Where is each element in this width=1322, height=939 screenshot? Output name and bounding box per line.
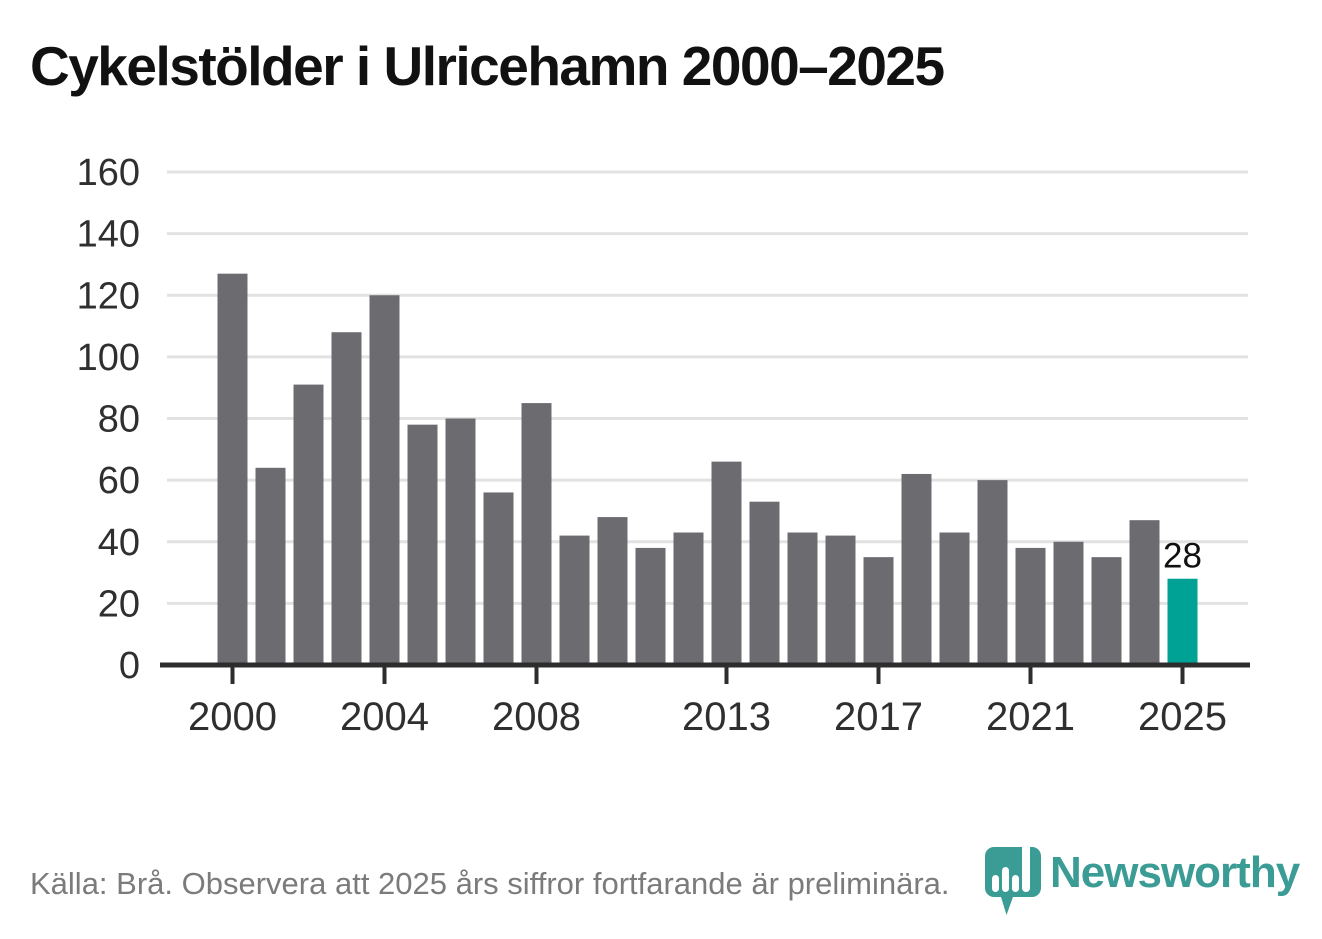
bar-2023 [1091,557,1122,665]
bar-2001 [255,467,286,665]
x-tick-label-2021: 2021 [986,695,1075,739]
newsworthy-pin-barchart-icon [985,844,1041,915]
chart-title: Cykelstölder i Ulricehamn 2000–2025 [30,35,945,97]
bar-2010 [597,517,628,665]
bar-2015 [787,532,818,665]
y-tick-label-160: 160 [77,152,140,194]
x-tick-label-2025: 2025 [1138,695,1227,739]
y-tick-label-100: 100 [77,337,140,379]
bar-2007 [483,492,514,665]
bar-2024 [1129,520,1160,665]
highlight-value-label: 28 [1163,537,1202,576]
bar-2006 [445,418,476,665]
x-tick-label-2013: 2013 [682,695,771,739]
x-tick-label-2008: 2008 [492,695,581,739]
bar-2018 [901,473,932,665]
bar-2003 [331,332,362,665]
bar-2000 [217,273,248,665]
newsworthy-logo: Newsworthy [983,844,1300,920]
bar-2012 [673,532,704,665]
bar-2020 [977,480,1008,665]
x-tick-label-2000: 2000 [188,695,277,739]
newsworthy-logo-text: Newsworthy [1050,848,1300,897]
x-tick-label-2004: 2004 [340,695,429,739]
bar-2008 [521,403,552,665]
bar-2014 [749,501,780,665]
bar-2025 [1167,578,1198,665]
y-tick-label-80: 80 [98,399,140,441]
y-tick-label-60: 60 [98,460,140,502]
y-tick-label-120: 120 [77,275,140,317]
bar-2004 [369,295,400,665]
x-tick-label-2017: 2017 [834,695,923,739]
bar-2005 [407,424,438,665]
bar-2019 [939,532,970,665]
y-tick-label-20: 20 [98,583,140,625]
bar-2021 [1015,547,1046,665]
y-tick-label-0: 0 [119,645,140,687]
bar-2016 [825,535,856,665]
y-tick-label-40: 40 [98,522,140,564]
source-note: Källa: Brå. Observera att 2025 års siffr… [30,866,950,901]
bar-2017 [863,557,894,665]
bar-2002 [293,384,324,665]
bar-2009 [559,535,590,665]
bar-2011 [635,547,666,665]
bar-2013 [711,461,742,665]
y-tick-label-140: 140 [77,214,140,256]
bar-2022 [1053,541,1084,665]
